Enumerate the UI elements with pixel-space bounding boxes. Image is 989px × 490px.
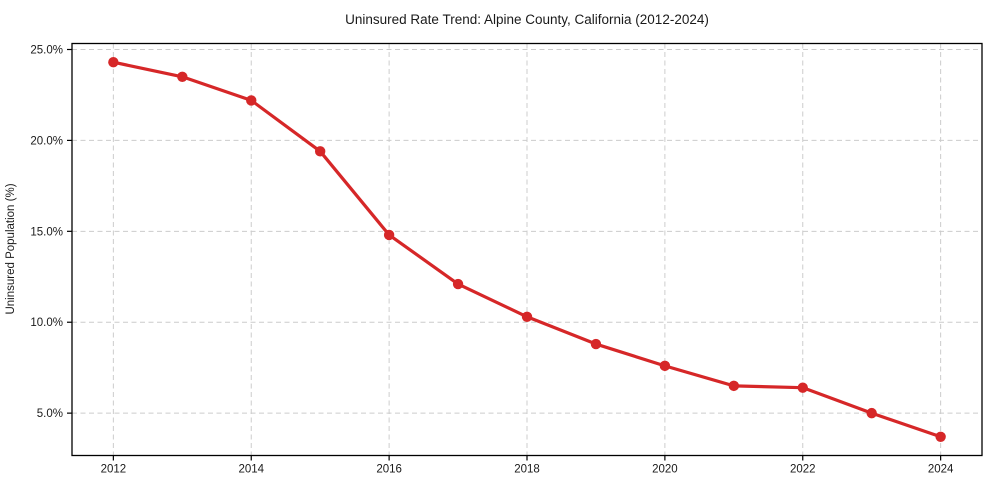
data-point — [246, 95, 257, 106]
data-point — [797, 382, 808, 393]
data-point — [314, 146, 326, 157]
x-tick-label: 2014 — [238, 464, 264, 476]
data-point — [866, 407, 877, 419]
chart-layer: 25.0% 20.0% 15.0% 10.0% 5.0% 2012 2014 2016 2018… — [30, 42, 983, 476]
chart-title: Uninsured Rate Trend: Alpine County, Cal… — [345, 12, 709, 27]
data-point — [659, 360, 671, 372]
y-axis-label: Uninsured Population (%) — [5, 183, 17, 314]
y-tick-label: 20.0% — [30, 135, 63, 147]
y-tick-label: 15.0% — [30, 226, 63, 238]
y-tick-label: 10.0% — [30, 317, 63, 329]
data-point — [521, 311, 533, 322]
data-point — [728, 380, 740, 392]
data-point — [452, 278, 464, 290]
data-point — [383, 229, 395, 241]
x-tick-label: 2012 — [101, 464, 127, 476]
data-point — [935, 431, 946, 442]
x-tick-label: 2020 — [652, 464, 678, 476]
data-point — [177, 71, 188, 82]
x-tick-label: 2022 — [790, 464, 816, 476]
x-tick-label: 2016 — [376, 464, 402, 476]
x-tick-label: 2024 — [928, 464, 954, 476]
y-tick-label: 25.0% — [30, 45, 63, 57]
y-tick-label: 5.0% — [37, 408, 63, 420]
x-tick-label: 2018 — [514, 464, 540, 476]
data-point — [590, 338, 602, 350]
data-point — [108, 57, 119, 68]
